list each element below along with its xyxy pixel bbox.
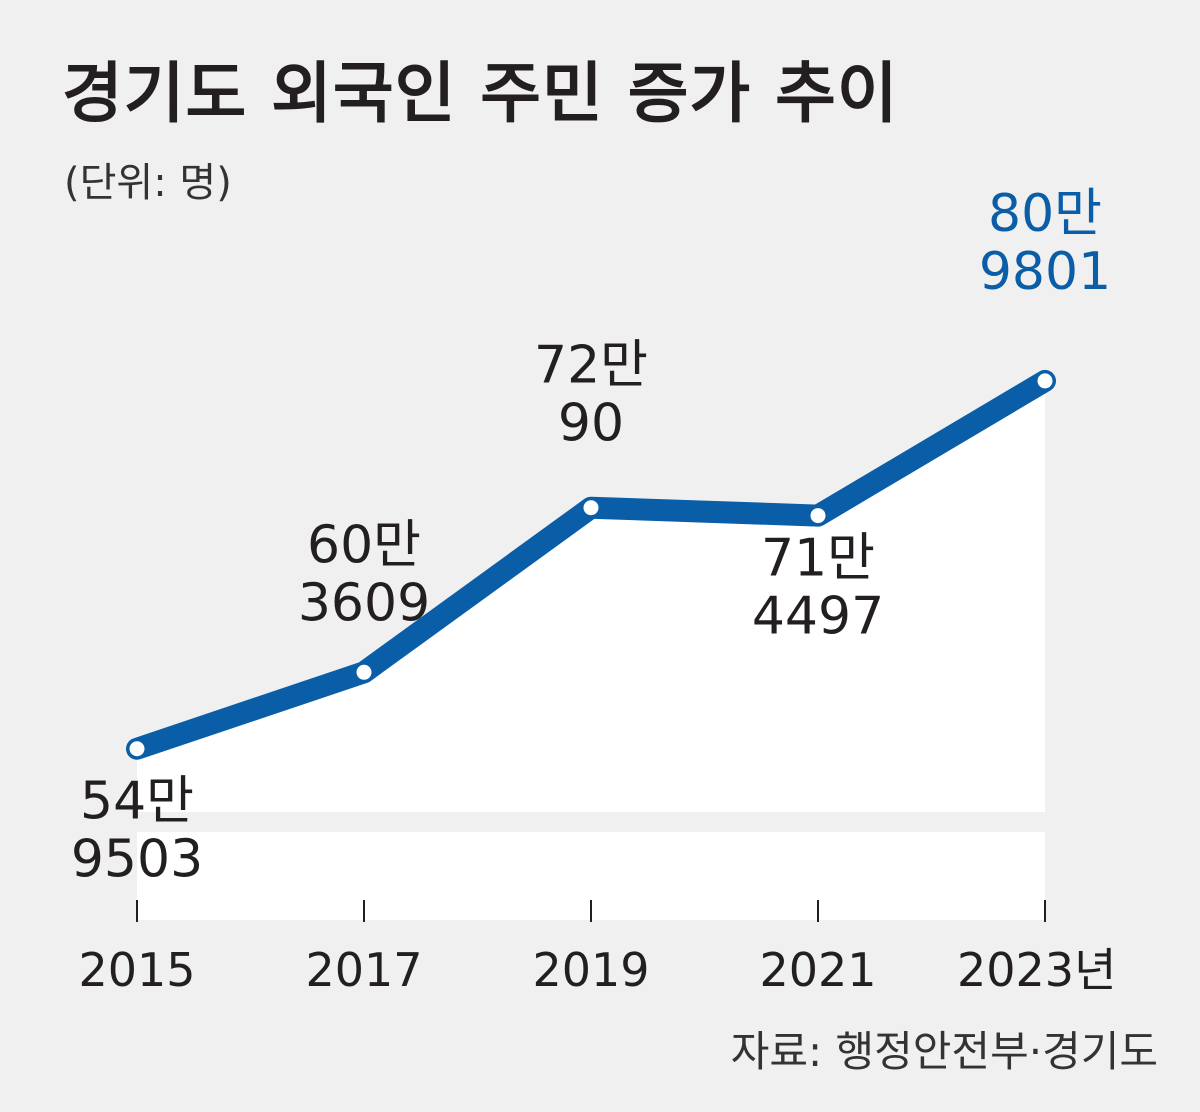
data-label: 54만: [80, 772, 194, 832]
x-tick-label: 2019: [532, 943, 649, 997]
data-label: 90: [558, 394, 624, 454]
x-tick-label: 2017: [305, 943, 422, 997]
area-fill: [137, 380, 1045, 812]
source-note: 자료: 행정안전부·경기도: [730, 1027, 1158, 1076]
data-label: 80만: [988, 184, 1102, 244]
data-point: [580, 497, 602, 519]
data-label: 3609: [298, 573, 430, 633]
x-tick-label: 2021: [759, 943, 876, 997]
data-point: [1034, 370, 1056, 392]
x-tick-label: 2015: [78, 943, 195, 997]
x-axis-ticks: [136, 900, 1046, 922]
data-label: 4497: [752, 587, 884, 647]
data-point: [353, 661, 375, 683]
data-label: 60만: [307, 515, 421, 575]
data-points: [126, 370, 1056, 760]
data-label: 9801: [979, 242, 1111, 302]
x-axis-labels: 2015 2017 2019 2021 2023년: [78, 943, 1116, 997]
unit-label: (단위: 명): [64, 160, 232, 206]
data-label: 71만: [761, 529, 875, 589]
data-label: 9503: [71, 830, 203, 890]
data-point: [126, 738, 148, 760]
x-tick-label: 2023년: [957, 943, 1116, 997]
data-point: [807, 505, 829, 527]
chart-title: 경기도 외국인 주민 증가 추이: [62, 55, 899, 132]
data-label: 72만: [534, 336, 648, 396]
